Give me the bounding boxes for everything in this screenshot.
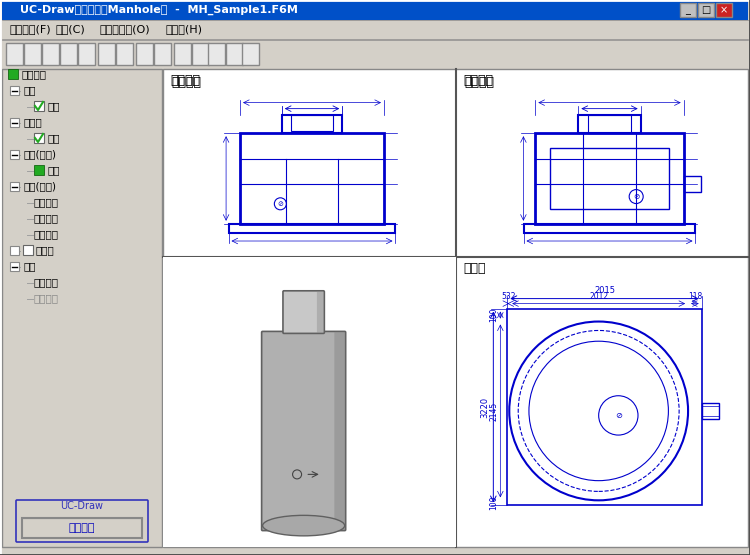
Bar: [34, 133, 44, 143]
Bar: [2, 20, 748, 39]
Text: 100: 100: [489, 308, 498, 322]
Text: UC-Drawツールズ（Manhole）  -  MH_Sample1.F6M: UC-Drawツールズ（Manhole） - MH_Sample1.F6M: [20, 5, 298, 15]
Text: かぶり: かぶり: [23, 117, 42, 127]
Bar: [229, 224, 395, 233]
Bar: [22, 518, 142, 538]
Bar: [10, 86, 19, 95]
Bar: [291, 115, 333, 132]
Bar: [2, 69, 162, 547]
FancyBboxPatch shape: [334, 332, 345, 530]
Text: 鉄筋(詳細): 鉄筋(詳細): [23, 181, 56, 191]
Bar: [698, 3, 714, 17]
Bar: [226, 43, 243, 65]
Bar: [10, 150, 19, 159]
Bar: [34, 101, 44, 111]
Text: 基本情報: 基本情報: [21, 69, 46, 79]
Text: □: □: [701, 5, 711, 15]
Bar: [6, 43, 23, 65]
Text: 鉄筋入力: 鉄筋入力: [34, 213, 59, 223]
FancyBboxPatch shape: [16, 500, 148, 542]
Bar: [10, 182, 19, 191]
Bar: [702, 403, 719, 419]
Bar: [8, 69, 18, 79]
Bar: [242, 43, 259, 65]
Bar: [10, 118, 19, 127]
Bar: [163, 257, 456, 547]
Text: 形状: 形状: [23, 85, 35, 95]
Bar: [34, 165, 44, 175]
Text: 2145: 2145: [489, 401, 498, 421]
Text: 図面生成: 図面生成: [34, 277, 59, 287]
Bar: [192, 43, 209, 65]
Text: 本体: 本体: [47, 101, 59, 111]
Text: ファイル(F): ファイル(F): [10, 24, 52, 34]
Bar: [578, 115, 640, 133]
Text: 2012: 2012: [589, 291, 608, 301]
Text: 118: 118: [688, 291, 702, 301]
Text: 縦断面図: 縦断面図: [171, 76, 201, 89]
Bar: [716, 3, 732, 17]
FancyBboxPatch shape: [262, 331, 346, 531]
Text: 鉄筋一覧: 鉄筋一覧: [34, 229, 59, 239]
Text: 鉄筋生成: 鉄筋生成: [34, 197, 59, 207]
FancyBboxPatch shape: [262, 332, 272, 530]
Bar: [208, 43, 225, 65]
FancyBboxPatch shape: [317, 291, 324, 333]
Bar: [680, 3, 696, 17]
Bar: [2, 40, 748, 68]
Text: _: _: [686, 5, 691, 15]
Text: 532: 532: [501, 291, 515, 301]
Text: UC-Draw: UC-Draw: [61, 501, 104, 511]
Text: オプション(O): オプション(O): [100, 24, 151, 34]
Bar: [550, 148, 669, 209]
Text: 横断面図: 横断面図: [463, 74, 493, 87]
Bar: [507, 309, 702, 506]
Text: 2015: 2015: [594, 286, 615, 295]
Bar: [240, 133, 384, 224]
Text: 条件(C): 条件(C): [55, 24, 85, 34]
Text: 3220: 3220: [480, 396, 489, 417]
Text: ヘルプ(H): ヘルプ(H): [165, 24, 202, 34]
Bar: [163, 69, 748, 547]
Bar: [60, 43, 77, 65]
Bar: [10, 246, 19, 255]
Bar: [154, 43, 171, 65]
Text: 縦断面図: 縦断面図: [170, 74, 200, 87]
Bar: [536, 133, 683, 224]
Bar: [588, 115, 632, 133]
Text: ⊘: ⊘: [633, 192, 639, 201]
Text: 本体: 本体: [47, 165, 59, 175]
Bar: [78, 43, 95, 65]
Bar: [23, 245, 33, 255]
Text: ×: ×: [720, 5, 728, 15]
Text: 平面図: 平面図: [463, 262, 485, 275]
Bar: [98, 43, 115, 65]
Text: 連動なし: 連動なし: [69, 523, 95, 533]
Text: 図面確認: 図面確認: [34, 293, 59, 303]
Text: 100: 100: [489, 496, 498, 510]
Text: ⊘: ⊘: [615, 411, 622, 420]
Bar: [282, 115, 342, 133]
Text: 横断面図: 横断面図: [464, 76, 494, 89]
Ellipse shape: [262, 516, 345, 536]
Text: 図面: 図面: [23, 261, 35, 271]
Bar: [42, 43, 59, 65]
Bar: [10, 262, 19, 271]
Bar: [116, 43, 133, 65]
Text: 柱状図: 柱状図: [36, 245, 55, 255]
FancyBboxPatch shape: [283, 291, 324, 334]
Bar: [2, 0, 748, 20]
Text: 本体: 本体: [47, 133, 59, 143]
Bar: [136, 43, 153, 65]
Text: 鉄筋(簡易): 鉄筋(簡易): [23, 149, 56, 159]
Bar: [174, 43, 191, 65]
Bar: [683, 176, 701, 192]
Text: ⊘: ⊘: [278, 201, 284, 207]
Bar: [24, 43, 41, 65]
Bar: [524, 224, 695, 233]
